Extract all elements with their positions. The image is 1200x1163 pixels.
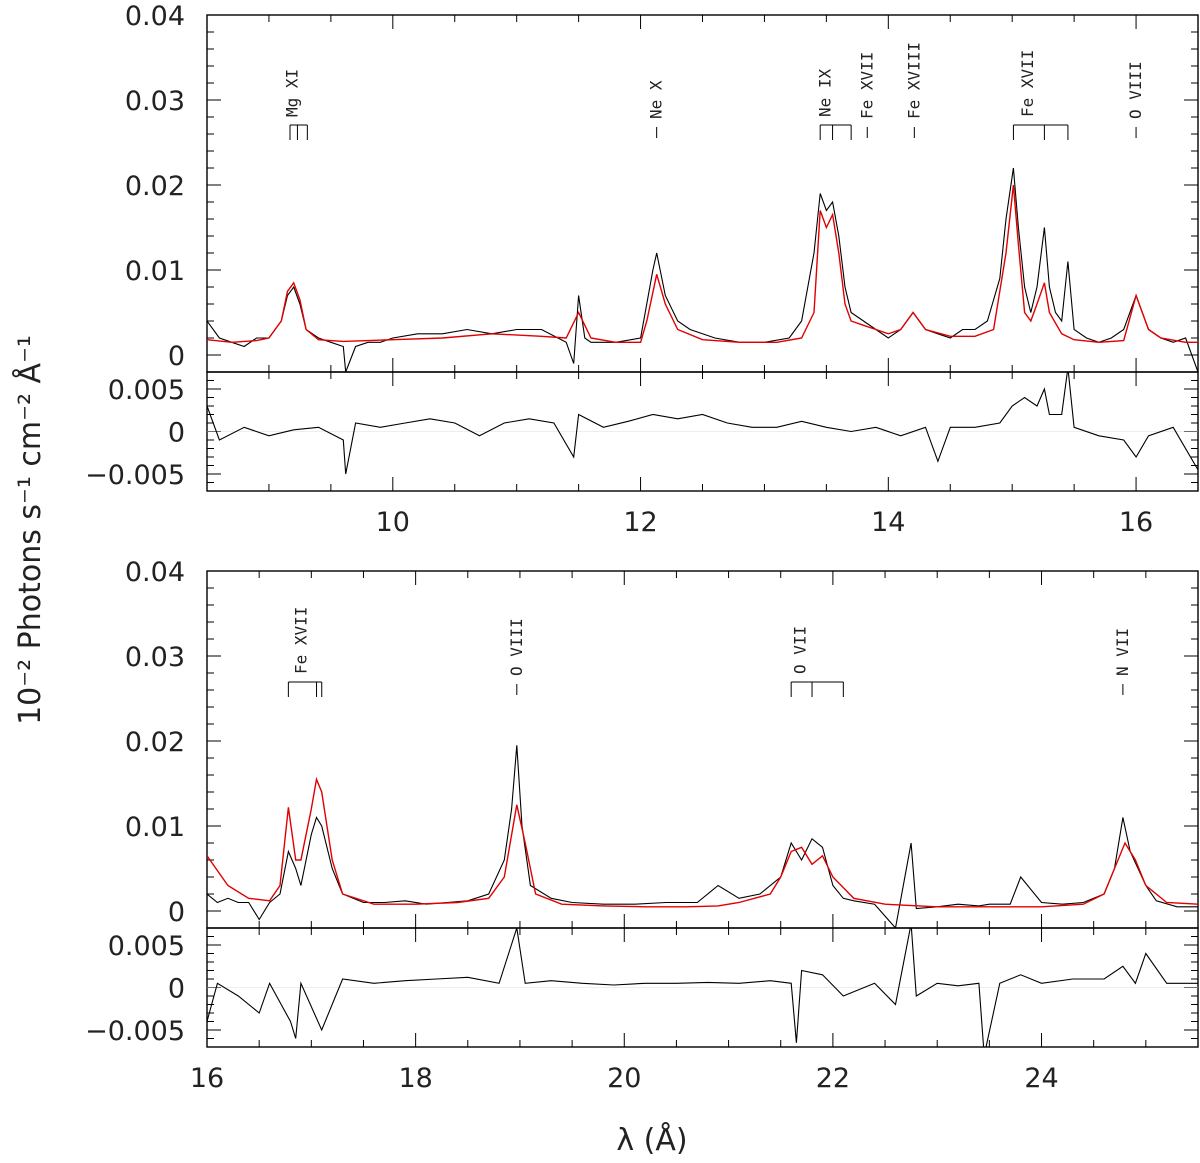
y-tick-label: 0 bbox=[168, 974, 185, 1005]
y-tick-label: 0.04 bbox=[125, 557, 185, 588]
line-id-marker: Fe XVII bbox=[1012, 50, 1069, 140]
top-spectrum-series bbox=[207, 167, 1198, 372]
y-tick-label: −0.005 bbox=[85, 460, 185, 491]
line-id-label: Ne X bbox=[647, 80, 666, 119]
residual-line bbox=[207, 372, 1198, 475]
line-id-marker: N VII bbox=[1113, 628, 1132, 695]
line-id-marker: O VII bbox=[791, 626, 844, 697]
bottom-residuals-series bbox=[207, 928, 1198, 1047]
y-tick-label: 0.01 bbox=[125, 256, 185, 287]
bottom-residuals-panel: −0.005 0 0.005 16 18 20 22 24 bbox=[85, 927, 1199, 1094]
line-id-marker: O VIII bbox=[507, 618, 526, 695]
y-tick-label: 0.005 bbox=[108, 375, 185, 406]
top-spectrum-frame bbox=[206, 14, 1199, 373]
x-tick-label: 22 bbox=[816, 1063, 850, 1094]
y-tick-label: 0.03 bbox=[125, 86, 185, 117]
y-tick-label: −0.005 bbox=[85, 1016, 185, 1047]
y-tick-label: 0.005 bbox=[108, 931, 185, 962]
line-id-marker: Fe XVIII bbox=[904, 42, 923, 138]
x-tick-label: 20 bbox=[607, 1063, 641, 1094]
x-tick-label: 16 bbox=[190, 1063, 224, 1094]
bottom-spectrum-panel: 0 0.01 0.02 0.03 0.04 Fe XVII O VIII O VII N VII bbox=[125, 557, 1199, 929]
x-tick-label: 14 bbox=[871, 507, 905, 538]
line-id-marker: Fe XVII bbox=[287, 607, 323, 697]
line-id-marker: Fe XVII bbox=[857, 52, 876, 138]
line-id-label: N VII bbox=[1113, 628, 1132, 676]
top-residuals-panel: −0.005 0 0.005 10 12 14 16 bbox=[85, 371, 1199, 538]
panels-group: 0 0.01 0.02 0.03 0.04 Mg XI Ne X Ne IX Fe XVII Fe… bbox=[85, 1, 1199, 1094]
y-tick-label: 0.04 bbox=[125, 1, 185, 32]
line-id-marker: O VIII bbox=[1126, 61, 1145, 138]
line-id-label: Fe XVIII bbox=[904, 42, 923, 119]
x-tick-label: 18 bbox=[398, 1063, 432, 1094]
x-tick-label: 16 bbox=[1119, 507, 1153, 538]
residual-line bbox=[207, 928, 1198, 1047]
bottom-spectrum-series bbox=[207, 745, 1198, 928]
bottom-spectrum-frame bbox=[206, 570, 1199, 929]
y-tick-label: 0 bbox=[168, 418, 185, 449]
data-line bbox=[207, 167, 1198, 372]
y-axis-title: 10⁻² Photons s⁻¹ cm⁻² Å⁻¹ bbox=[12, 335, 48, 725]
top-residuals-series bbox=[207, 372, 1198, 475]
line-id-label: Ne IX bbox=[815, 68, 834, 117]
line-id-marker: Mg XI bbox=[283, 69, 308, 140]
y-tick-label: 0.02 bbox=[125, 727, 185, 758]
line-id-label: Mg XI bbox=[283, 69, 302, 117]
top-spectrum-panel: 0 0.01 0.02 0.03 0.04 Mg XI Ne X Ne IX Fe XVII Fe… bbox=[125, 1, 1199, 373]
y-tick-label: 0 bbox=[168, 897, 185, 928]
line-id-label: Fe XVII bbox=[1018, 50, 1037, 117]
y-tick-label: 0 bbox=[168, 341, 185, 372]
line-id-marker: Ne IX bbox=[815, 68, 852, 140]
line-id-label: O VIII bbox=[1126, 61, 1145, 119]
line-id-label: O VIII bbox=[507, 618, 526, 676]
y-tick-label: 0.02 bbox=[125, 171, 185, 202]
line-id-label: O VII bbox=[791, 626, 810, 674]
x-axis-title: λ (Å) bbox=[616, 1122, 687, 1158]
x-tick-label: 24 bbox=[1024, 1063, 1058, 1094]
data-line bbox=[207, 745, 1198, 928]
line-id-marker: Ne X bbox=[647, 80, 666, 138]
x-tick-label: 12 bbox=[623, 507, 657, 538]
y-tick-label: 0.03 bbox=[125, 642, 185, 673]
y-tick-label: 0.01 bbox=[125, 812, 185, 843]
model-line bbox=[207, 776, 1198, 908]
x-tick-label: 10 bbox=[376, 507, 410, 538]
line-id-label: Fe XVII bbox=[291, 607, 310, 674]
line-id-label: Fe XVII bbox=[857, 52, 876, 119]
model-line bbox=[207, 184, 1198, 344]
